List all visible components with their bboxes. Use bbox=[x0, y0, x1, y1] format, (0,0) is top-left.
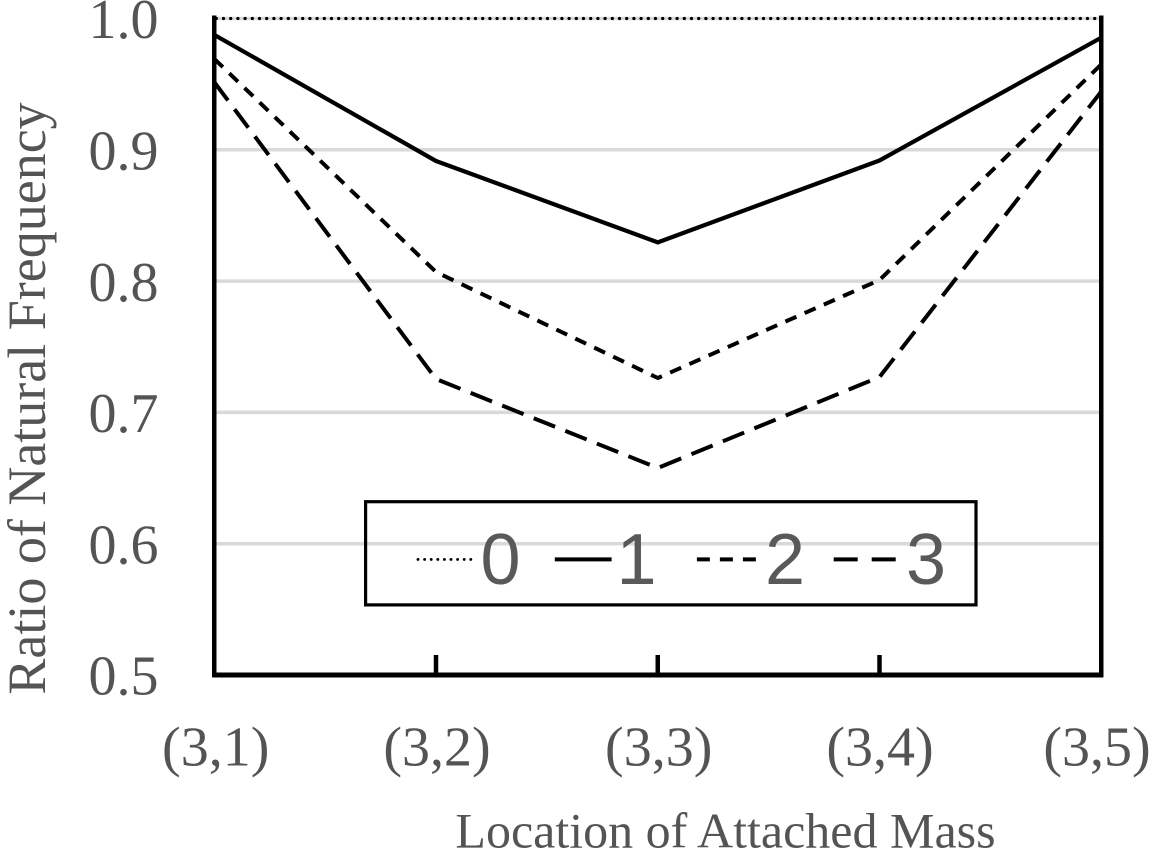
svg-text:0.9: 0.9 bbox=[89, 121, 159, 183]
svg-text:0.8: 0.8 bbox=[89, 252, 159, 314]
svg-text:Location of Attached Mass: Location of Attached Mass bbox=[455, 803, 995, 850]
svg-text:0.7: 0.7 bbox=[89, 383, 159, 445]
svg-text:(3,3): (3,3) bbox=[605, 716, 712, 778]
svg-text:0.5: 0.5 bbox=[89, 646, 159, 708]
svg-text:1.0: 1.0 bbox=[89, 0, 159, 51]
svg-text:1: 1 bbox=[616, 520, 656, 600]
svg-text:Ratio of Natural Frequency: Ratio of Natural Frequency bbox=[0, 102, 57, 694]
svg-text:2: 2 bbox=[765, 520, 805, 600]
svg-text:(3,2): (3,2) bbox=[383, 716, 490, 778]
svg-text:(3,4): (3,4) bbox=[826, 716, 933, 778]
svg-text:(3,1): (3,1) bbox=[162, 716, 269, 778]
svg-text:0.6: 0.6 bbox=[89, 514, 159, 576]
svg-text:3: 3 bbox=[906, 520, 946, 600]
svg-text:0: 0 bbox=[480, 520, 520, 600]
svg-text:(3,5): (3,5) bbox=[1043, 716, 1150, 778]
